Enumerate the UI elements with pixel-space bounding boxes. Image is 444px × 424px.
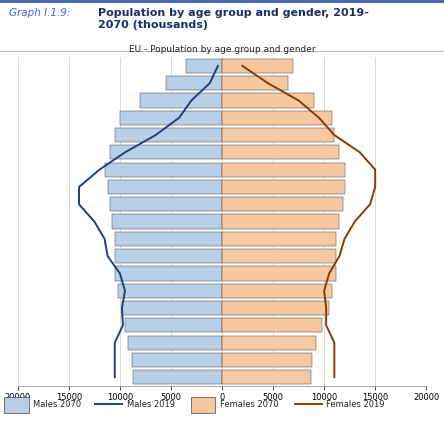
Bar — [222, 215, 339, 229]
Text: Males 2019: Males 2019 — [127, 400, 174, 409]
Bar — [112, 215, 222, 229]
Bar — [118, 284, 222, 298]
Bar — [140, 93, 222, 108]
Bar — [222, 301, 329, 315]
Bar — [115, 232, 222, 246]
Bar — [186, 59, 222, 73]
Bar — [104, 162, 222, 177]
Bar — [222, 59, 293, 73]
Bar — [125, 318, 222, 332]
Bar — [110, 145, 222, 159]
Bar — [115, 128, 222, 142]
Bar — [133, 370, 222, 384]
Bar — [222, 111, 332, 125]
Bar — [222, 266, 337, 281]
Bar — [222, 353, 312, 367]
Bar — [128, 335, 222, 350]
Bar — [222, 76, 289, 90]
Bar — [107, 180, 222, 194]
Bar — [110, 197, 222, 211]
Bar — [115, 266, 222, 281]
Bar — [222, 335, 316, 350]
Text: Females 2019: Females 2019 — [326, 400, 385, 409]
Bar — [4, 396, 29, 413]
Bar — [222, 128, 334, 142]
Bar — [222, 249, 337, 263]
Bar — [222, 284, 332, 298]
Bar — [222, 232, 337, 246]
Bar — [222, 197, 342, 211]
Text: Females 2070: Females 2070 — [220, 400, 278, 409]
Bar — [222, 318, 322, 332]
Bar — [222, 180, 345, 194]
Bar — [115, 249, 222, 263]
Bar — [120, 111, 222, 125]
Title: EU - Population by age group and gender: EU - Population by age group and gender — [129, 45, 315, 54]
Text: Males 2070: Males 2070 — [33, 400, 81, 409]
Text: Population by age group and gender, 2019-
2070 (thousands): Population by age group and gender, 2019… — [98, 8, 369, 31]
Bar — [191, 396, 215, 413]
Bar — [222, 162, 345, 177]
Bar — [132, 353, 222, 367]
Text: Graph I.1.9:: Graph I.1.9: — [9, 8, 70, 18]
Bar — [222, 93, 314, 108]
Bar — [122, 301, 222, 315]
Bar — [222, 370, 311, 384]
Bar — [222, 145, 339, 159]
Bar — [166, 76, 222, 90]
